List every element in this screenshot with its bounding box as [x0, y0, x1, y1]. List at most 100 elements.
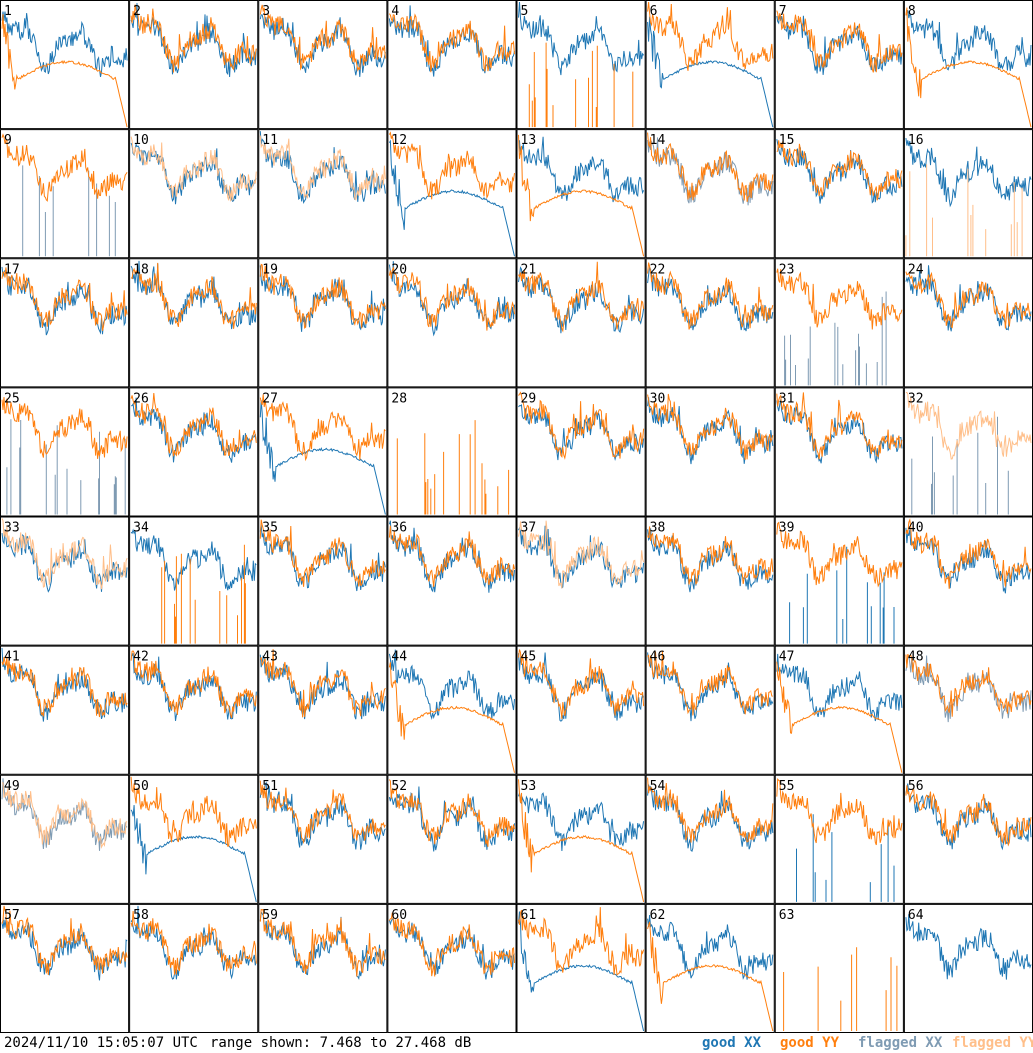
antenna-panel-30: 30	[645, 387, 775, 517]
panel-frame	[645, 387, 775, 517]
antenna-panel-41: 41	[0, 645, 130, 775]
antenna-panel-50: 50	[129, 774, 259, 904]
series-yy-8	[905, 7, 1032, 128]
panel-frame	[258, 258, 388, 388]
antenna-panel-27: 27	[258, 387, 388, 517]
panel-number: 47	[779, 650, 795, 665]
panel-number: 13	[521, 133, 537, 148]
series-xx-47	[776, 653, 903, 722]
series-xx-18	[130, 260, 257, 330]
timestamp-label: 2024/11/10 15:05:07 UTC	[4, 1035, 198, 1051]
panel-number: 34	[133, 521, 149, 536]
series-xx-27	[259, 400, 386, 515]
panel-number: 52	[391, 779, 407, 794]
series-xx-55	[796, 814, 895, 902]
panel-number: 4	[391, 4, 399, 19]
panel-number: 1	[4, 4, 12, 19]
panel-frame	[516, 903, 646, 1033]
antenna-panel-62: 62	[645, 903, 775, 1033]
series-xx-64	[905, 914, 1032, 980]
series-xx-24	[905, 265, 1032, 332]
antenna-panel-63: 63	[774, 903, 904, 1033]
panel-frame	[258, 516, 388, 646]
antenna-panel-26: 26	[129, 387, 259, 517]
series-yy-45	[518, 649, 645, 720]
series-yy-13	[518, 134, 645, 257]
panel-frame	[0, 0, 130, 130]
antenna-panel-61: 61	[516, 903, 646, 1033]
series-yy-4	[388, 13, 515, 73]
series-yy-48	[905, 653, 1032, 717]
series-yy-43	[259, 649, 386, 718]
series-xx-22	[647, 265, 774, 332]
series-yy-33	[1, 518, 128, 590]
antenna-panel-9: 9	[0, 129, 130, 259]
series-yy-49	[1, 782, 128, 849]
series-yy-26	[130, 393, 257, 457]
antenna-panel-22: 22	[645, 258, 775, 388]
series-xx-62	[647, 915, 774, 980]
panel-frame	[645, 129, 775, 259]
series-yy-29	[518, 391, 645, 460]
panel-number: 25	[4, 391, 20, 406]
series-yy-16	[905, 164, 1023, 257]
series-yy-55	[776, 777, 903, 846]
panel-frame	[774, 774, 904, 904]
antenna-panel-57: 57	[0, 903, 130, 1033]
antenna-panel-18: 18	[129, 258, 259, 388]
antenna-panel-42: 42	[129, 645, 259, 775]
panel-number: 62	[650, 908, 666, 923]
panel-number: 24	[908, 262, 924, 277]
panel-frame	[387, 129, 517, 259]
panel-number: 56	[908, 779, 924, 794]
series-xx-8	[905, 10, 1032, 71]
panel-frame	[258, 774, 388, 904]
series-xx-14	[647, 137, 774, 206]
panel-number: 32	[908, 391, 924, 406]
panel-frame	[0, 129, 130, 259]
panel-number: 64	[908, 908, 924, 923]
antenna-panel-59: 59	[258, 903, 388, 1033]
panel-number: 49	[4, 779, 20, 794]
series-xx-49	[1, 778, 128, 851]
antenna-panel-12: 12	[387, 129, 517, 259]
panel-frame	[774, 258, 904, 388]
panel-number: 50	[133, 779, 149, 794]
series-xx-50	[130, 805, 257, 903]
panel-number: 15	[779, 133, 795, 148]
series-yy-28	[396, 420, 510, 515]
series-xx-45	[518, 652, 645, 722]
series-xx-34	[130, 528, 257, 591]
legend-flagged-xx: flagged XX	[858, 1035, 943, 1051]
panel-number: 20	[391, 262, 407, 277]
panel-number: 29	[521, 391, 537, 406]
panel-number: 16	[908, 133, 924, 148]
panel-frame	[387, 258, 517, 388]
panel-number: 42	[133, 650, 149, 665]
series-xx-46	[647, 652, 774, 722]
panel-number: 8	[908, 4, 916, 19]
series-yy-27	[259, 394, 386, 462]
panel-number: 30	[650, 391, 666, 406]
panel-frame	[903, 903, 1033, 1033]
antenna-panel-28: 28	[387, 387, 517, 517]
panel-number: 2	[133, 4, 141, 19]
series-yy-59	[259, 908, 386, 977]
series-yy-41	[1, 656, 128, 718]
panel-frame	[387, 387, 517, 517]
antenna-panel-54: 54	[645, 774, 775, 904]
series-yy-25	[1, 397, 128, 459]
series-xx-39	[789, 546, 895, 644]
antenna-panel-15: 15	[774, 129, 904, 259]
panel-frame	[387, 645, 517, 775]
antenna-panel-19: 19	[258, 258, 388, 388]
panel-frame	[0, 645, 130, 775]
panel-number: 17	[4, 262, 20, 277]
antenna-panel-35: 35	[258, 516, 388, 646]
antenna-panel-32: 32	[903, 387, 1033, 517]
series-yy-38	[647, 526, 774, 586]
series-xx-4	[388, 5, 515, 77]
panel-number: 58	[133, 908, 149, 923]
series-yy-51	[259, 780, 386, 845]
